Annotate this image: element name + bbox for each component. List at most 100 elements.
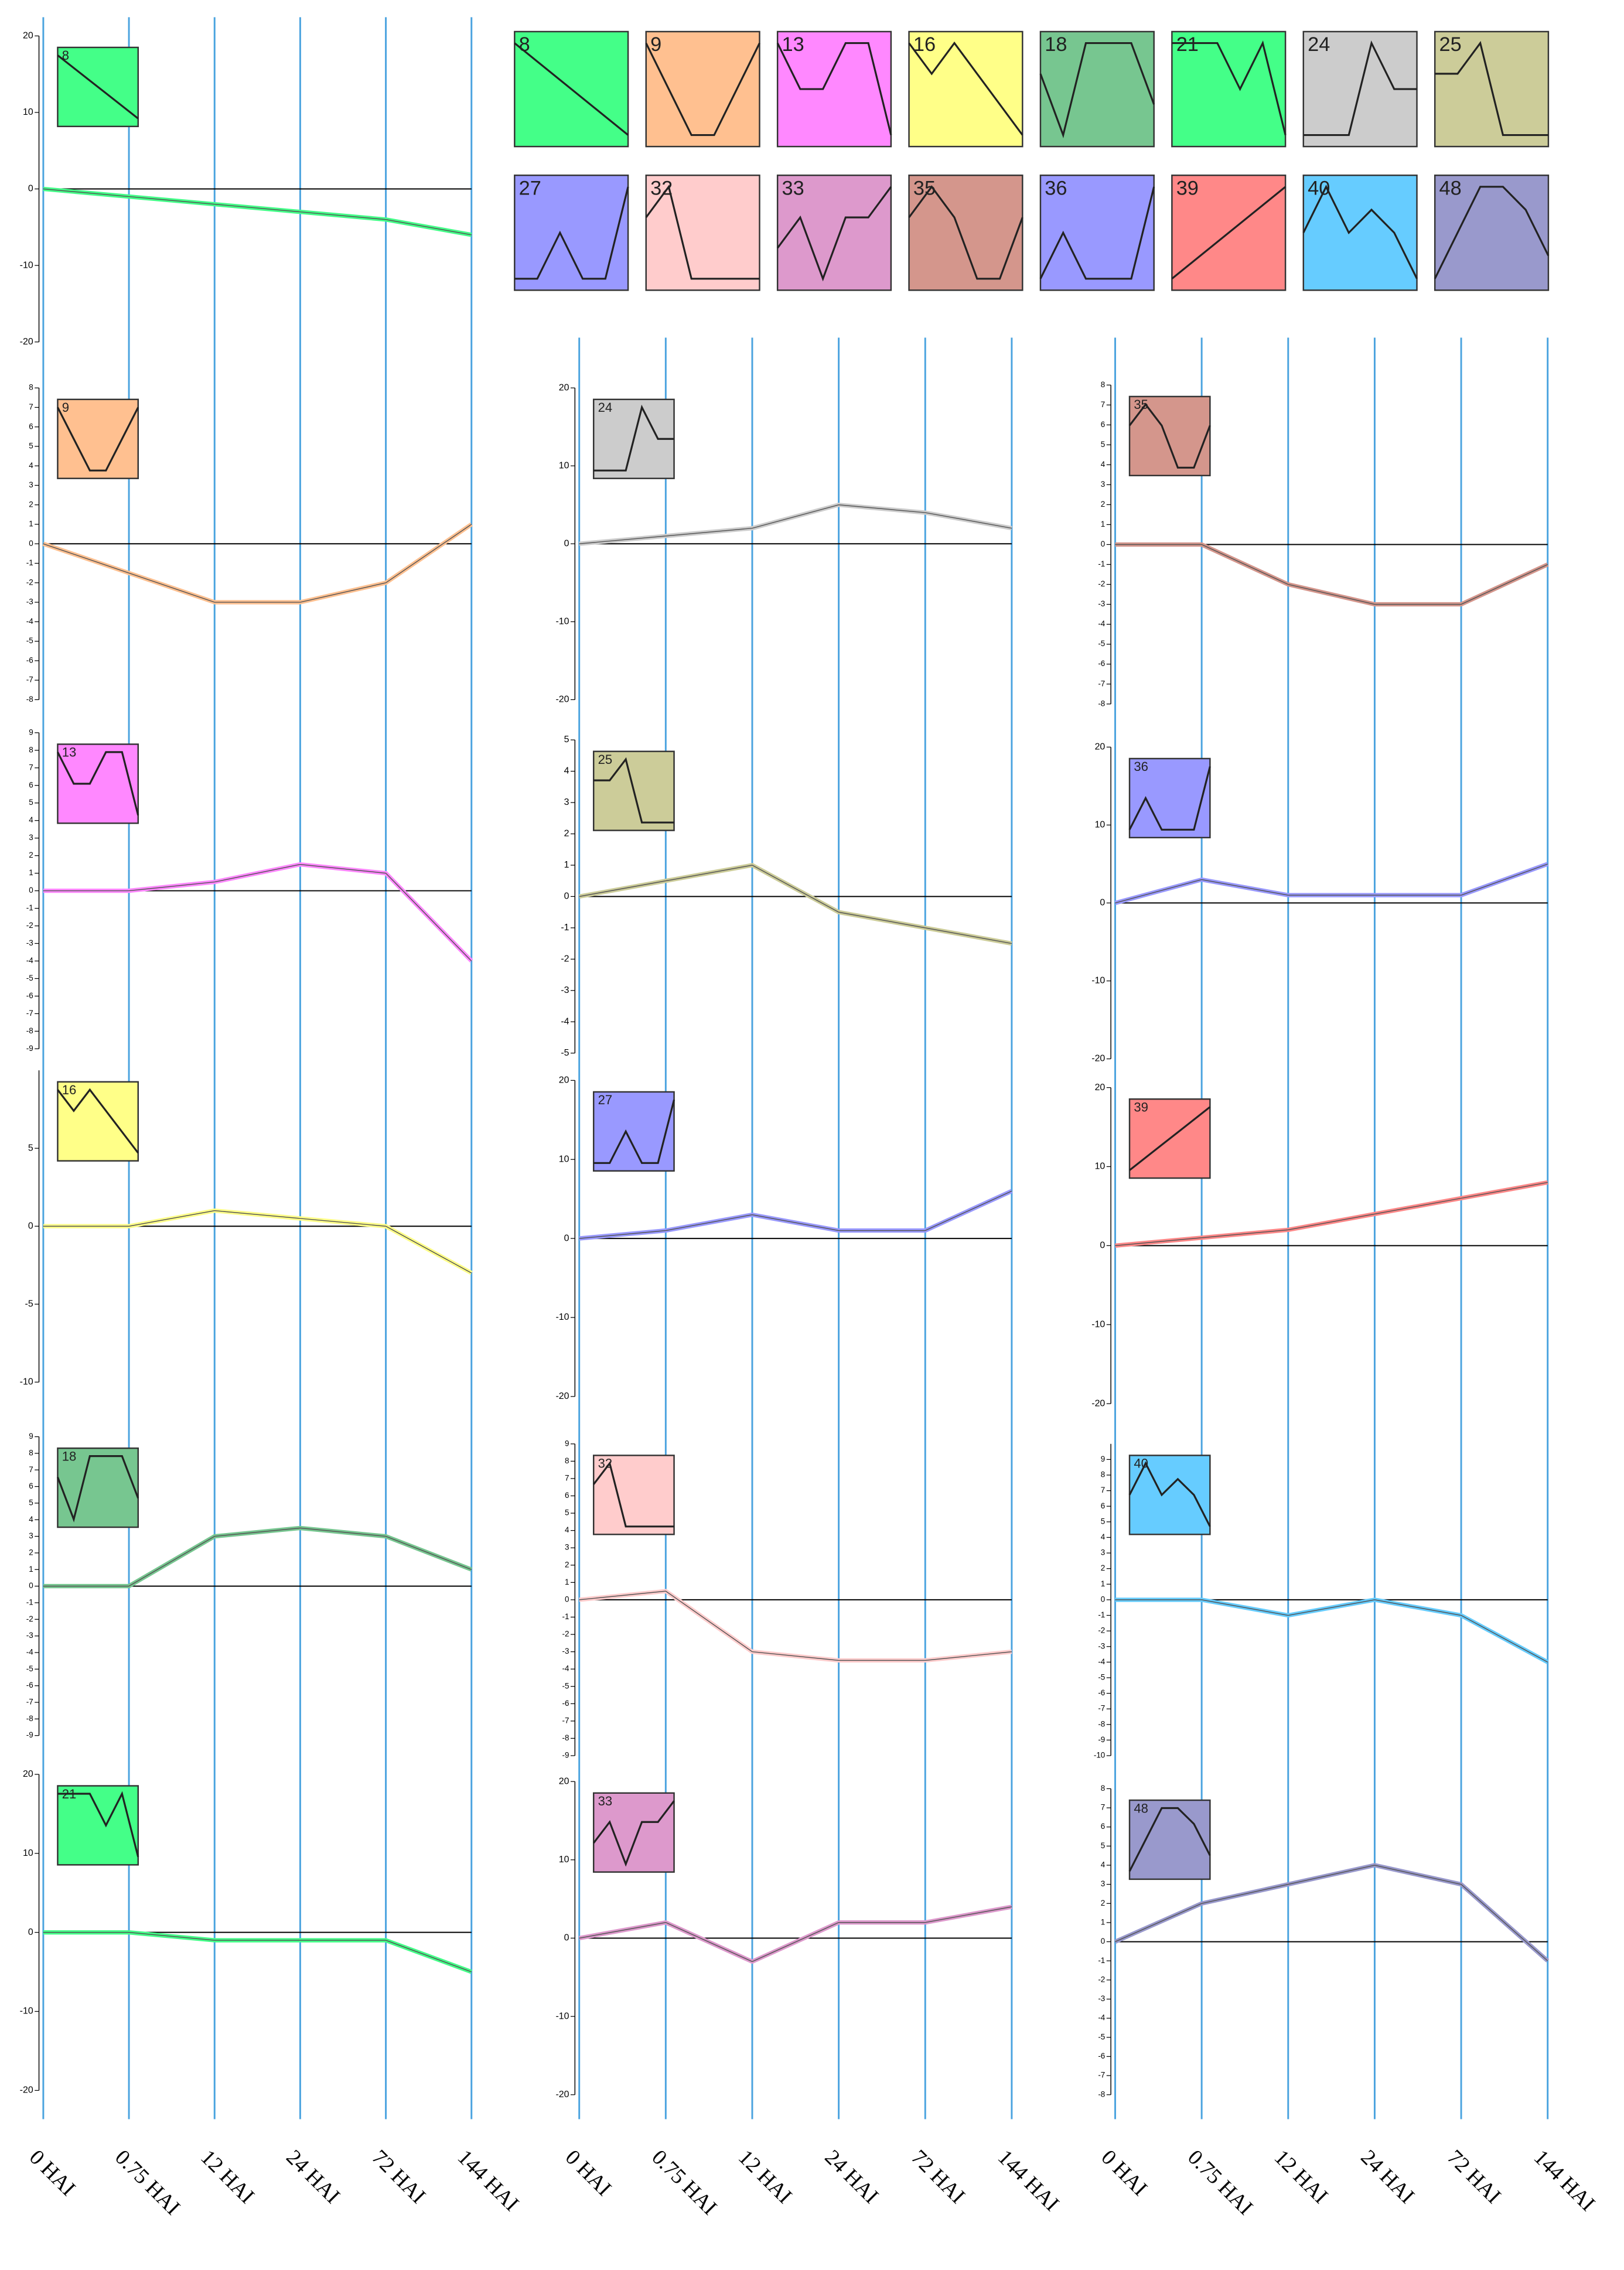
profile-line — [57, 1791, 139, 1858]
x-tick-label: 0 HAI — [561, 2145, 616, 2200]
y-tick-label: -5 — [25, 1299, 33, 1309]
profile-line — [776, 42, 892, 135]
y-tick-label: -10 — [1091, 1319, 1105, 1329]
profile-line — [1434, 186, 1550, 279]
profile-box — [592, 1792, 675, 1873]
y-tick-label: 2 — [1101, 1899, 1105, 1907]
profile-box — [57, 398, 139, 479]
profile-line — [776, 186, 892, 282]
x-tick-label: 24 HAI — [282, 2145, 345, 2208]
y-tick-label: 7 — [29, 1465, 33, 1474]
y-tick-label: 0 — [565, 1595, 569, 1603]
profile-box — [776, 174, 892, 291]
y-tick-label: 3 — [564, 797, 569, 807]
y-tick-label: 0 — [28, 184, 33, 194]
profile-line — [1039, 186, 1155, 280]
profile-box — [645, 30, 760, 148]
y-tick-label: -9 — [26, 1730, 33, 1739]
y-tick-label: 3 — [565, 1543, 569, 1552]
y-tick-label: 4 — [565, 1525, 569, 1534]
cluster-line-outline — [43, 524, 472, 603]
y-tick-label: -20 — [555, 2090, 569, 2100]
cluster-line — [42, 522, 473, 605]
profile-id: 48 — [1439, 177, 1462, 199]
y-tick-label: -10 — [1091, 976, 1105, 986]
y-tick-label: -20 — [1091, 1398, 1105, 1408]
profile-box — [57, 743, 139, 824]
y-tick-label: -4 — [26, 617, 33, 626]
y-tick-label: 1 — [29, 868, 33, 877]
x-tick-label: 144 HAI — [994, 2145, 1065, 2216]
y-tick-label: 4 — [29, 1515, 33, 1524]
profile-line — [514, 42, 629, 136]
y-tick-label: 1 — [29, 520, 33, 528]
y-tick-label: 9 — [29, 1432, 33, 1440]
y-tick-label: -8 — [562, 1733, 569, 1742]
y-tick-label: -7 — [1098, 1704, 1105, 1713]
cluster-line-outline — [1115, 863, 1548, 904]
y-tick-label: 20 — [23, 1769, 33, 1779]
y-tick-label: -20 — [1091, 1054, 1105, 1064]
y-tick-label: 0 — [564, 892, 569, 902]
cluster-line-outline — [579, 865, 1012, 944]
profile-line — [908, 185, 1023, 280]
y-tick-label: -2 — [1098, 1626, 1105, 1635]
profile-line — [57, 54, 139, 120]
y-tick-label: 0 — [564, 1233, 569, 1243]
cluster-line-outline — [1115, 544, 1548, 605]
y-tick-label: 8 — [1101, 380, 1105, 389]
y-tick-label: 9 — [29, 728, 33, 736]
profile-id: 9 — [62, 400, 69, 415]
y-tick-label: -10 — [555, 1312, 569, 1322]
x-tick-label: 144 HAI — [453, 2145, 524, 2216]
y-tick-label: 10 — [559, 460, 569, 470]
cluster-line-outline — [43, 863, 472, 961]
y-tick-label: -8 — [1098, 699, 1105, 708]
profile-line — [592, 1461, 674, 1528]
y-tick-label: -8 — [26, 695, 33, 704]
x-tick-label: 0.75 HAI — [1183, 2145, 1258, 2219]
x-tick-label: 72 HAI — [1443, 2145, 1506, 2208]
y-tick-label: 8 — [29, 745, 33, 754]
y-tick-label: 1 — [565, 1578, 569, 1586]
y-tick-label: -3 — [562, 1647, 569, 1655]
y-tick-label: 0 — [29, 539, 33, 548]
profile-id: 21 — [1176, 33, 1199, 56]
y-tick-label: 1 — [564, 860, 569, 870]
cluster-line — [579, 1189, 1013, 1241]
y-tick-label: -2 — [1098, 579, 1105, 588]
profile-id: 8 — [519, 33, 530, 56]
y-tick-label: 3 — [29, 833, 33, 842]
y-tick-label: 3 — [1101, 1548, 1105, 1557]
y-tick-label: -7 — [26, 1698, 33, 1706]
y-tick-label: 0 — [1100, 1241, 1105, 1251]
x-tick-label: 72 HAI — [907, 2145, 970, 2208]
y-tick-label: -1 — [562, 1612, 569, 1621]
y-tick-label: -6 — [26, 1681, 33, 1689]
y-tick-label: 10 — [559, 1154, 569, 1164]
profile-line — [593, 757, 674, 824]
y-tick-label: 4 — [29, 815, 33, 824]
profile-id: 9 — [650, 33, 661, 56]
profile-line — [1128, 1461, 1211, 1527]
y-tick-label: -2 — [26, 1614, 33, 1623]
y-tick-label: 8 — [1101, 1784, 1105, 1793]
profile-box — [1171, 30, 1287, 148]
profile-line — [1128, 1807, 1211, 1872]
y-tick-label: 0 — [1101, 540, 1105, 548]
profile-id: 48 — [1134, 1801, 1148, 1815]
profile-id: 36 — [1045, 177, 1067, 199]
y-tick-label: 20 — [559, 1076, 569, 1085]
profile-id: 33 — [598, 1794, 613, 1808]
y-tick-label: -8 — [1098, 1719, 1105, 1728]
cluster-line-outline — [579, 1190, 1012, 1239]
y-tick-label: 0 — [564, 538, 569, 548]
profile-line — [1302, 185, 1418, 279]
y-tick-label: -7 — [26, 1009, 33, 1018]
profile-box — [1434, 174, 1550, 291]
y-tick-label: -2 — [561, 954, 569, 964]
profile-line — [1129, 1106, 1211, 1171]
profile-id: 25 — [1439, 33, 1462, 56]
y-tick-label: -1 — [561, 923, 569, 933]
y-tick-label: 4 — [29, 461, 33, 470]
